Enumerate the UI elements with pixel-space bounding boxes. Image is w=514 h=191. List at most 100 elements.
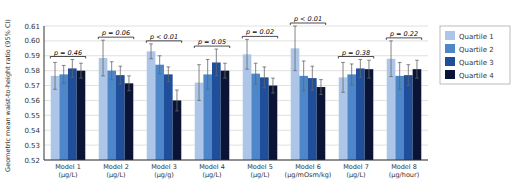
bar: [308, 78, 317, 160]
error-bar: [223, 63, 227, 78]
error-cap: [110, 61, 114, 62]
error-line: [312, 66, 313, 90]
bar: [269, 86, 278, 160]
bracket: [98, 37, 133, 39]
error-bar: [127, 76, 131, 91]
error-cap: [407, 85, 411, 86]
error-bar: [53, 62, 57, 89]
error-cap: [367, 78, 371, 79]
error-line: [360, 60, 361, 78]
error-line: [416, 60, 417, 78]
error-cap: [359, 77, 363, 78]
error-bar: [415, 60, 419, 78]
bracket: [50, 57, 85, 59]
error-cap: [175, 110, 179, 111]
y-tick-label: 0.59: [24, 52, 40, 60]
error-cap: [350, 84, 354, 85]
annotation: p < 0.01: [149, 33, 178, 41]
error-bar: [311, 66, 315, 90]
legend-label: Quartile 1: [459, 33, 494, 41]
error-bar: [101, 40, 105, 76]
error-cap: [254, 63, 258, 64]
y-tick-label: 0.56: [24, 97, 40, 105]
error-cap: [341, 92, 345, 93]
error-bar: [407, 65, 411, 86]
error-cap: [341, 62, 345, 63]
grid-line: [44, 55, 428, 56]
error-cap: [223, 63, 227, 64]
x-tick-label: Model 3(μg/g): [151, 163, 177, 179]
error-bar: [149, 44, 153, 59]
error-cap: [350, 63, 354, 64]
legend-label: Quartile 2: [459, 46, 494, 54]
error-cap: [311, 66, 315, 67]
bar: [251, 74, 260, 160]
error-line: [399, 62, 400, 89]
bar: [243, 54, 252, 160]
bracket: [194, 46, 229, 48]
error-cap: [415, 60, 419, 61]
error-cap: [79, 78, 83, 79]
bar: [68, 68, 77, 160]
error-line: [351, 64, 352, 85]
error-cap: [389, 40, 393, 41]
error-bar: [79, 63, 83, 78]
error-line: [176, 90, 177, 111]
error-line: [320, 80, 321, 95]
error-cap: [62, 65, 66, 66]
error-cap: [389, 76, 393, 77]
error-bar: [62, 65, 66, 83]
error-cap: [53, 89, 57, 90]
bar: [212, 62, 221, 160]
bar: [221, 71, 230, 160]
bar: [116, 75, 125, 160]
bar: [413, 69, 422, 160]
error-bar: [254, 63, 258, 84]
bracket: [338, 57, 373, 59]
error-line: [151, 44, 152, 59]
error-cap: [101, 75, 105, 76]
error-cap: [197, 64, 201, 65]
error-cap: [271, 93, 275, 94]
error-cap: [53, 62, 57, 63]
error-line: [272, 78, 273, 93]
error-cap: [127, 75, 131, 76]
error-line: [55, 62, 56, 89]
legend-label: Quartile 4: [459, 72, 494, 80]
legend-swatch: [445, 57, 455, 66]
x-tick-label: Model 6(μg/mOsm/kg): [285, 163, 332, 179]
error-cap: [398, 62, 402, 63]
y-tick-label: 0.54: [24, 127, 40, 135]
error-cap: [158, 55, 162, 56]
error-line: [103, 40, 104, 76]
error-cap: [311, 90, 315, 91]
y-tick-label: 0.60: [24, 37, 40, 45]
bar: [347, 74, 356, 160]
error-line: [368, 60, 369, 78]
error-line: [408, 65, 409, 86]
error-cap: [101, 40, 105, 41]
error-bar: [293, 26, 297, 71]
bracket: [290, 23, 325, 25]
error-bar: [341, 62, 345, 92]
error-line: [199, 65, 200, 101]
error-bar: [167, 67, 171, 82]
error-line: [207, 60, 208, 90]
error-bar: [319, 80, 323, 95]
error-cap: [359, 59, 363, 60]
bar: [404, 75, 413, 160]
y-tick-label: 0.57: [24, 82, 40, 90]
y-axis-label: Geometric mean waist-to-height ratio (95…: [4, 19, 12, 172]
error-cap: [149, 43, 153, 44]
error-line: [247, 39, 248, 69]
x-tick-label: Model 4(μg/L): [199, 163, 225, 179]
x-tick-label: Model 7(μg/L): [343, 163, 369, 179]
error-cap: [167, 81, 171, 82]
error-bar: [359, 60, 363, 78]
annotation: p < 0.01: [293, 15, 322, 23]
grid-line: [44, 40, 428, 41]
grid-line: [44, 160, 428, 161]
error-cap: [149, 58, 153, 59]
error-line: [216, 49, 217, 76]
error-cap: [206, 59, 210, 60]
